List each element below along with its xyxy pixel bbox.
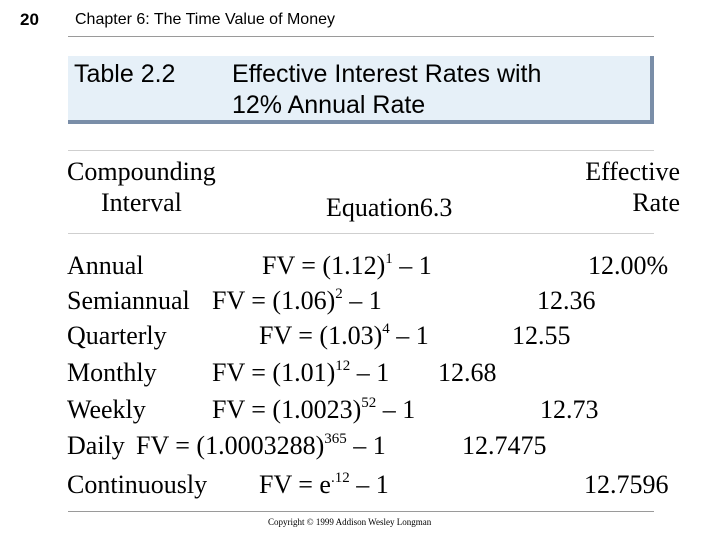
table-number: Table 2.2	[74, 60, 176, 88]
column-header-rate-line1: Effective	[585, 157, 680, 186]
chapter-title: Chapter 6: The Time Value of Money	[75, 11, 335, 28]
table-title-box	[68, 56, 654, 124]
copyright-notice: Copyright © 1999 Addison Wesley Longman	[268, 517, 432, 527]
page-number: 20	[20, 10, 39, 29]
row-rate: 12.7596	[584, 470, 669, 499]
footer-divider	[68, 511, 654, 512]
row-interval: Weekly	[67, 395, 146, 424]
row-interval: Quarterly	[67, 321, 167, 350]
row-interval: Monthly	[67, 358, 157, 387]
column-header-interval: Compounding Interval	[67, 156, 216, 218]
row-interval: Continuously	[67, 470, 208, 499]
table-title-line2: 12% Annual Rate	[232, 91, 426, 119]
column-header-rate-line2: Rate	[632, 188, 680, 217]
row-rate: 12.55	[512, 321, 571, 350]
row-equation: FV = (1.0023)52 – 1	[212, 395, 416, 424]
row-rate: 12.36	[537, 286, 596, 315]
table-title-line1: Effective Interest Rates with	[232, 60, 542, 88]
table-title: Effective Interest Rates with 12% Annual…	[232, 59, 541, 121]
column-header-equation: Equation6.3	[326, 193, 453, 222]
column-header-interval-line1: Compounding	[67, 157, 216, 186]
row-equation: FV = (1.06)2 – 1	[212, 286, 382, 315]
row-rate: 12.00%	[588, 251, 669, 280]
row-rate: 12.7475	[462, 431, 547, 460]
row-rate: 12.68	[438, 358, 497, 387]
row-equation: FV = (1.0003288)365 – 1	[136, 431, 386, 460]
header-bottom-divider	[68, 233, 654, 234]
row-equation: FV = (1.01)12 – 1	[212, 358, 390, 387]
row-interval: Semiannual	[67, 286, 190, 315]
column-header-rate: Effective Rate	[585, 156, 680, 218]
header-divider	[68, 36, 654, 37]
row-interval: Daily	[67, 431, 125, 460]
row-equation: FV = (1.03)4 – 1	[259, 321, 429, 350]
column-header-interval-line2: Interval	[101, 188, 182, 217]
row-equation: FV = e.12 – 1	[259, 470, 389, 499]
row-interval: Annual	[67, 251, 144, 280]
row-rate: 12.73	[540, 395, 599, 424]
row-equation: FV = (1.12)1 – 1	[262, 251, 432, 280]
header-top-divider	[68, 150, 654, 151]
